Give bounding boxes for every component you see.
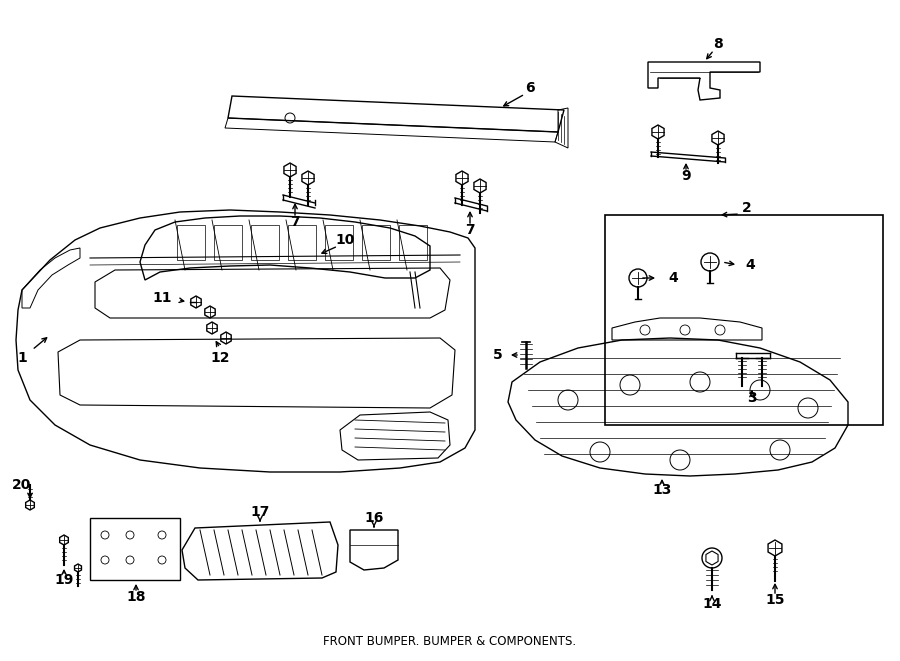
Bar	[399, 225, 427, 260]
Text: 9: 9	[681, 169, 691, 183]
Text: 4: 4	[668, 271, 678, 285]
Text: 3: 3	[747, 391, 757, 405]
Text: 4: 4	[745, 258, 755, 272]
Text: 19: 19	[54, 573, 74, 587]
Bar	[288, 225, 316, 260]
Bar	[605, 215, 883, 425]
Text: 12: 12	[211, 351, 230, 365]
Text: 16: 16	[364, 511, 383, 525]
Text: 10: 10	[336, 233, 355, 247]
Bar	[325, 225, 353, 260]
Text: FRONT BUMPER. BUMPER & COMPONENTS.: FRONT BUMPER. BUMPER & COMPONENTS.	[323, 635, 577, 648]
Text: 6: 6	[526, 81, 535, 95]
Bar	[214, 225, 242, 260]
Text: 18: 18	[126, 590, 146, 604]
Text: 20: 20	[13, 478, 32, 492]
Text: 15: 15	[765, 593, 785, 607]
Bar	[90, 518, 180, 580]
Bar	[177, 225, 205, 260]
Text: 17: 17	[250, 505, 270, 519]
Text: 14: 14	[702, 597, 722, 611]
Text: 7: 7	[465, 223, 475, 237]
Text: 1: 1	[17, 351, 27, 365]
Text: 2: 2	[742, 201, 752, 215]
Text: 13: 13	[652, 483, 671, 497]
Text: 7: 7	[290, 215, 300, 229]
Bar	[362, 225, 390, 260]
Text: 8: 8	[713, 37, 723, 51]
Bar	[251, 225, 279, 260]
Text: 11: 11	[152, 291, 172, 305]
Text: 5: 5	[493, 348, 503, 362]
